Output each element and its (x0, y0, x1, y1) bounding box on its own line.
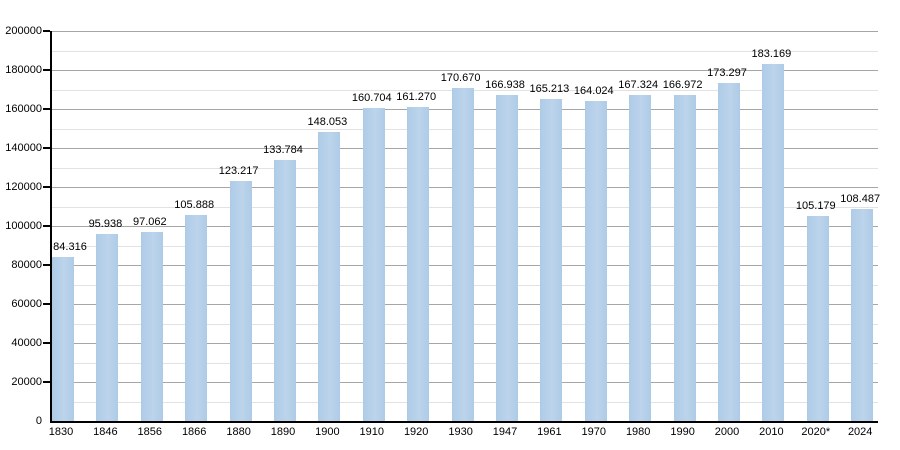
bar-value-label: 161.270 (396, 90, 437, 103)
x-tick-label: 2010 (759, 426, 784, 438)
bar-value-label: 167.324 (618, 78, 659, 91)
x-tick-label: 1890 (270, 426, 296, 438)
bar-1900 (318, 132, 341, 421)
bar-1930 (451, 88, 474, 421)
bar-1961 (540, 98, 563, 421)
y-axis-tick (43, 147, 50, 149)
bar-1980 (629, 94, 652, 421)
y-tick-label: 120000 (5, 181, 42, 193)
bar-2010 (762, 63, 785, 421)
bar-value-label: 95.938 (88, 217, 123, 230)
bar-value-label: 133.784 (263, 144, 303, 157)
bar-1910 (362, 107, 385, 421)
y-tick-label: 160000 (5, 103, 42, 115)
y-tick-label: 200000 (5, 25, 42, 37)
bar-value-label: 170.670 (440, 72, 481, 85)
x-tick-label: 1856 (137, 426, 163, 438)
bar-1856 (140, 231, 163, 421)
bar-value-label: 164.024 (573, 85, 614, 98)
y-tick-label: 180000 (5, 64, 42, 76)
x-tick-label: 1980 (625, 426, 651, 438)
x-tick-label: 1846 (93, 426, 118, 438)
bar-value-label: 123.217 (218, 164, 259, 177)
bar-value-label: 105.179 (795, 199, 836, 212)
bar-value-label: 160.704 (351, 91, 392, 104)
bar-value-label: 165.213 (529, 82, 570, 95)
bar-2024 (851, 209, 874, 421)
bar-1947 (496, 95, 518, 421)
x-tick-label: 2024 (847, 426, 873, 438)
y-axis-tick (43, 30, 50, 32)
bar-2020* (806, 215, 829, 421)
bar-value-label: 183.169 (751, 47, 792, 60)
x-tick-label: 1990 (670, 426, 695, 438)
major-gridline (52, 70, 878, 71)
y-axis-tick (43, 108, 50, 110)
y-tick-label: 20000 (11, 376, 42, 388)
y-tick-label: 100000 (5, 220, 42, 232)
x-tick-label: 2020* (801, 426, 831, 438)
bar-1846 (96, 233, 119, 421)
x-tick-label: 1930 (448, 426, 473, 438)
x-tick-label: 1970 (581, 426, 607, 438)
minor-gridline (52, 50, 878, 52)
y-axis-tick (43, 381, 50, 383)
bar-value-label: 97.062 (132, 215, 167, 228)
major-gridline (52, 31, 878, 32)
x-tick-label: 1910 (359, 426, 385, 438)
y-tick-label: 40000 (11, 337, 42, 349)
plot-area (50, 31, 878, 423)
bar-2000 (718, 83, 740, 421)
bar-value-label: 105.888 (174, 198, 215, 211)
bar-value-label: 148.053 (307, 116, 348, 129)
bar-value-label: 108.487 (840, 193, 881, 206)
bar-value-label: 166.938 (485, 79, 525, 92)
y-axis-tick (43, 69, 50, 71)
y-axis-tick (43, 225, 50, 227)
bar-value-label: 173.297 (707, 67, 747, 80)
y-tick-label: 80000 (11, 259, 42, 271)
x-tick-label: 1920 (403, 426, 429, 438)
bar-1830 (52, 256, 74, 421)
y-tick-label: 140000 (5, 142, 42, 154)
x-tick-label: 1880 (226, 426, 251, 438)
y-axis-tick (43, 264, 50, 266)
bar-1920 (407, 106, 430, 421)
bar-value-label: 84.316 (53, 240, 87, 253)
bar-1866 (185, 214, 208, 421)
x-tick-label: 1830 (48, 426, 74, 438)
bar-1880 (229, 180, 252, 421)
x-tick-label: 1961 (537, 426, 562, 438)
bar-1990 (673, 95, 696, 421)
x-tick-label: 1900 (315, 426, 340, 438)
x-tick-label: 1866 (181, 426, 207, 438)
y-axis-tick (43, 303, 50, 305)
y-axis-tick (43, 186, 50, 188)
bar-value-label: 166.972 (662, 79, 703, 92)
y-tick-label: 60000 (11, 298, 42, 310)
x-tick-label: 2000 (714, 426, 740, 438)
bar-1970 (584, 101, 607, 421)
y-axis-tick (43, 342, 50, 344)
x-tick-label: 1947 (492, 426, 518, 438)
y-tick-label: 0 (35, 415, 42, 427)
bar-1890 (274, 160, 296, 421)
